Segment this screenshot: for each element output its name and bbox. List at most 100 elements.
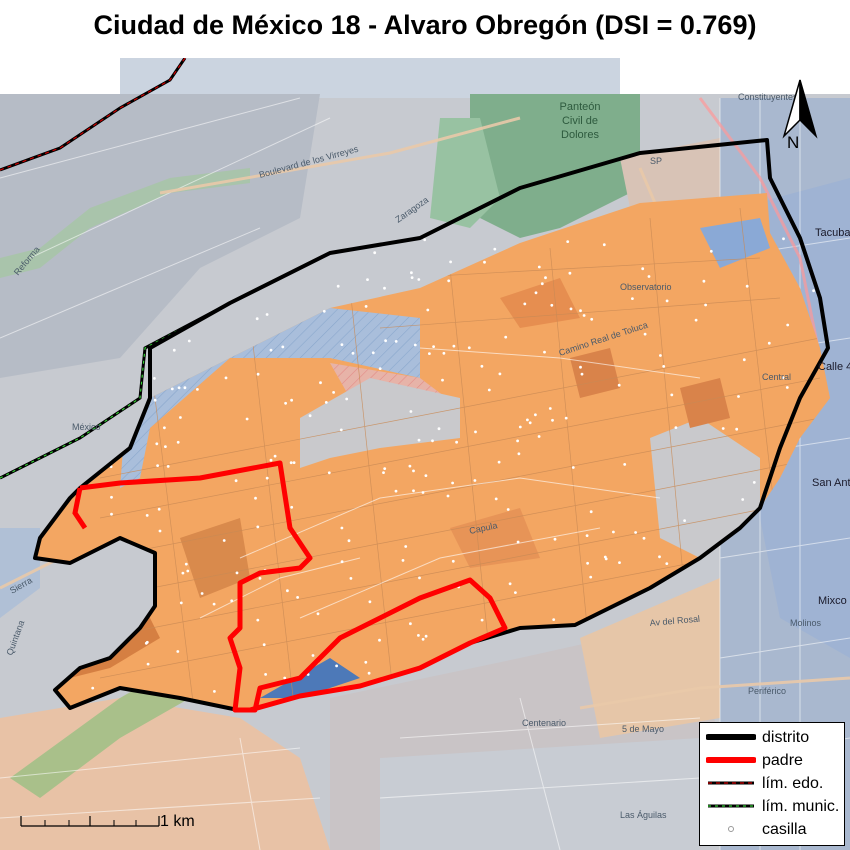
- casilla-point: [179, 416, 182, 419]
- casilla-point: [284, 401, 287, 405]
- casilla-point: [709, 249, 713, 253]
- district-map[interactable]: Panteón Civil de Dolores Observatorio Ce…: [0, 58, 850, 850]
- north-label: N: [787, 133, 800, 152]
- casilla-point: [401, 559, 405, 562]
- casilla-point: [176, 650, 180, 653]
- casilla-point: [516, 439, 519, 443]
- casilla-point: [571, 466, 575, 469]
- svg-text:Tacuba: Tacuba: [815, 227, 850, 239]
- casilla-point: [296, 596, 299, 599]
- casilla-point: [508, 582, 512, 586]
- casilla-point: [417, 634, 420, 637]
- casilla-point: [289, 461, 293, 465]
- casilla-point: [378, 638, 381, 642]
- casilla-point: [200, 592, 204, 595]
- casilla-point: [177, 386, 181, 390]
- casilla-point: [412, 469, 415, 473]
- scale-label: 1 km: [160, 813, 195, 830]
- casilla-point: [345, 397, 349, 401]
- casilla-point: [449, 260, 452, 264]
- casilla-point: [617, 383, 621, 387]
- casilla-point: [455, 440, 458, 444]
- casilla-point: [745, 284, 749, 288]
- svg-text:Las Águilas: Las Águilas: [620, 810, 667, 820]
- casilla-point: [340, 343, 344, 346]
- casilla-point: [498, 372, 502, 376]
- thick-red-line-icon: [706, 757, 756, 763]
- casilla-point: [281, 345, 285, 349]
- svg-text:Mixco: Mixco: [818, 595, 847, 607]
- casilla-point: [157, 507, 161, 511]
- casilla-point: [412, 489, 415, 493]
- casilla-point: [694, 318, 698, 322]
- casilla-point: [378, 367, 382, 370]
- legend-item-casilla: casilla: [706, 819, 842, 841]
- svg-text:Central: Central: [762, 372, 791, 382]
- casilla-point: [273, 454, 277, 458]
- casilla-point: [590, 317, 594, 321]
- casilla-point: [156, 464, 160, 467]
- casilla-point: [235, 571, 239, 575]
- svg-text:Constituyentes: Constituyentes: [738, 92, 798, 102]
- casilla-point: [742, 358, 746, 362]
- casilla-points: [91, 237, 815, 696]
- casilla-point: [413, 343, 417, 347]
- casilla-point: [145, 514, 149, 517]
- casilla-point: [704, 303, 707, 307]
- casilla-point: [176, 440, 180, 444]
- casilla-point: [110, 495, 113, 499]
- svg-text:5 de Mayo: 5 de Mayo: [622, 724, 664, 734]
- casilla-point: [383, 467, 387, 470]
- casilla-point: [181, 571, 185, 575]
- casilla-point: [543, 350, 546, 354]
- svg-text:Observatorio: Observatorio: [620, 282, 672, 292]
- casilla-point: [683, 519, 686, 522]
- casilla-point: [781, 376, 785, 380]
- casilla-point: [410, 271, 413, 275]
- casilla-point: [311, 654, 315, 657]
- casilla-point: [340, 560, 344, 564]
- casilla-point: [254, 496, 257, 500]
- casilla-point: [568, 271, 572, 275]
- svg-text:Molinos: Molinos: [790, 618, 822, 628]
- casilla-point: [702, 279, 706, 283]
- casilla-point: [91, 686, 95, 690]
- casilla-point: [603, 555, 607, 559]
- casilla-point: [785, 386, 789, 389]
- svg-text:Dolores: Dolores: [561, 129, 599, 141]
- legend-item-distrito: distrito: [706, 727, 842, 749]
- casilla-point: [245, 417, 249, 421]
- casilla-point: [349, 577, 353, 580]
- casilla-point: [548, 407, 552, 410]
- casilla-point: [224, 376, 228, 380]
- casilla-point: [290, 398, 293, 402]
- casilla-point: [658, 555, 661, 559]
- casilla-point: [339, 428, 343, 432]
- casilla-point: [786, 323, 790, 327]
- casilla-point: [569, 307, 573, 311]
- casilla-point: [417, 438, 421, 442]
- casilla-point: [364, 305, 368, 308]
- svg-text:San Ant: San Ant: [812, 477, 850, 489]
- casilla-point: [290, 505, 294, 509]
- legend-item-padre: padre: [706, 750, 842, 772]
- casilla-point: [662, 365, 666, 368]
- casilla-point: [452, 344, 456, 348]
- casilla-point: [110, 512, 113, 516]
- casilla-point: [642, 536, 646, 540]
- casilla-point: [324, 401, 328, 404]
- casilla-point: [144, 641, 148, 645]
- casilla-point: [404, 545, 408, 548]
- cemetery-park: [470, 94, 640, 238]
- casilla-point: [586, 561, 589, 565]
- north-arrow-icon: [782, 79, 818, 139]
- casilla-point: [319, 381, 322, 385]
- casilla-point: [316, 612, 320, 616]
- casilla-point: [432, 345, 435, 348]
- casilla-point: [483, 260, 486, 264]
- casilla-point: [553, 537, 557, 541]
- casilla-point: [153, 377, 156, 380]
- casilla-point: [580, 372, 584, 376]
- casilla-point: [155, 442, 159, 446]
- casilla-point: [222, 539, 226, 542]
